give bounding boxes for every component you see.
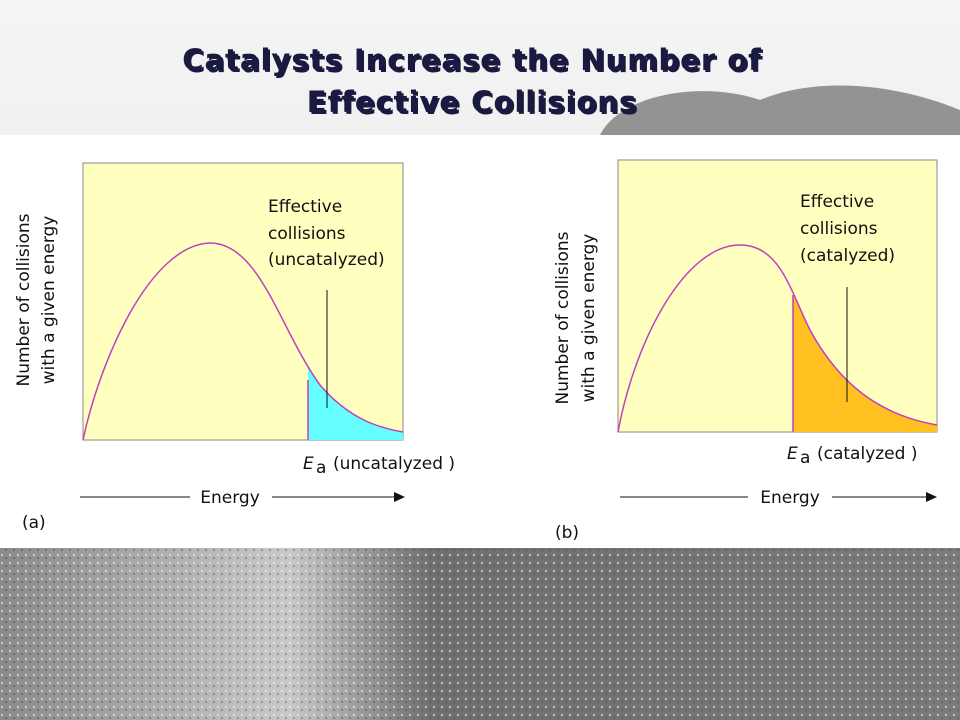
- panel-a: Effective collisions (uncatalyzed) E a (…: [14, 162, 455, 533]
- plot-area: [617, 159, 938, 433]
- arrow-head: [926, 492, 937, 502]
- panel-label: (a): [22, 513, 46, 533]
- title-shadow: Catalysts Increase the Number of: [184, 45, 764, 79]
- distribution-curve: [82, 242, 404, 441]
- title-line: Catalysts Increase the Number of: [182, 43, 762, 77]
- plot-area: [82, 162, 404, 441]
- ea-text: (uncatalyzed ): [333, 454, 455, 474]
- annotation: (uncatalyzed): [268, 250, 385, 270]
- y-axis-label: Number of collisions: [14, 213, 34, 386]
- y-axis-label: Number of collisions: [553, 231, 573, 404]
- panel-label: (b): [555, 523, 579, 543]
- y-axis-label: with a given energy: [579, 234, 599, 403]
- ea-subscript: a: [316, 458, 326, 478]
- x-axis-label: Energy: [200, 488, 260, 508]
- title-shadow: Effective Collisions: [309, 87, 639, 121]
- ea-text: (catalyzed ): [817, 444, 917, 464]
- annotation: collisions: [268, 224, 346, 244]
- annotation: Effective: [268, 197, 342, 217]
- annotation: (catalyzed): [800, 246, 895, 266]
- panel-b: Effective collisions (catalyzed) E a (ca…: [553, 159, 938, 543]
- annotation: Effective: [800, 192, 874, 212]
- arrow-head: [394, 492, 405, 502]
- annotation: collisions: [800, 219, 878, 239]
- ea-subscript: a: [800, 448, 810, 468]
- ground-texture: [0, 548, 960, 720]
- distribution-curve: [617, 244, 938, 433]
- trees: [600, 85, 960, 135]
- ea-symbol: E: [787, 444, 798, 464]
- y-axis-label: with a given energy: [39, 216, 59, 385]
- title-line: Effective Collisions: [307, 85, 637, 119]
- x-axis-label: Energy: [760, 488, 820, 508]
- ea-symbol: E: [303, 454, 314, 474]
